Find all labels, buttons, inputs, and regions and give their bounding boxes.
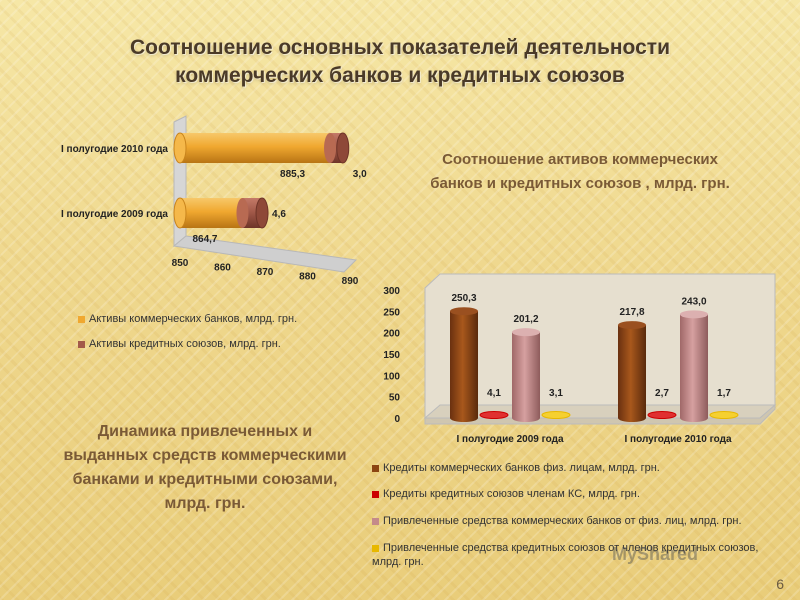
funds-y-tick-label: 250 (383, 307, 400, 318)
legend-item-credits-banks: Кредиты коммерческих банков физ. лицам, … (372, 462, 660, 474)
attracted-banks-bar (680, 314, 708, 418)
credits-banks-value-label: 250,3 (451, 293, 476, 304)
credits-unions-bar (647, 411, 677, 419)
credits-unions-bar (479, 411, 509, 419)
assets-category-label: I полугодие 2010 года (61, 144, 168, 155)
assets-banks-bar-cap (173, 132, 187, 164)
assets-legend: Активы коммерческих банков, млрд. грн. А… (78, 313, 378, 353)
assets-x-tick-label: 870 (257, 267, 274, 278)
assets-unions-bar-end (255, 197, 269, 229)
legend-swatch (372, 490, 379, 498)
assets-unions-value-label: 4,6 (272, 209, 286, 220)
legend-item-attracted-banks: Привлеченные средства коммерческих банко… (372, 515, 742, 527)
attracted-banks-bar-base (680, 414, 708, 422)
funds-category-label: I полугодие 2010 года (624, 434, 731, 445)
funds-y-tick-label: 300 (383, 286, 400, 297)
attracted-banks-bar-base (512, 414, 540, 422)
assets-banks-bar (180, 198, 243, 228)
attracted-banks-value-label: 201,2 (513, 314, 538, 325)
legend-swatch (372, 517, 379, 525)
funds-caption-line-1: Динамика привлеченных и (97, 423, 313, 440)
assets-unions-bar-joint (236, 198, 249, 228)
assets-banks-value-label: 885,3 (280, 169, 305, 180)
attracted-unions-bar (709, 411, 739, 419)
page-title-line-1: Соотношение основных показателей деятель… (129, 36, 670, 59)
funds-caption-line-3: банками и кредитными союзами, (72, 471, 338, 488)
legend-item-attracted-unions: Привлеченные средства кредитных союзов о… (372, 541, 772, 569)
attracted-banks-value-label: 243,0 (681, 296, 706, 307)
funds-legend: Кредиты коммерческих банков физ. лицам, … (372, 462, 792, 582)
attracted-unions-value-label: 3,1 (549, 388, 563, 399)
funds-y-tick-label: 200 (383, 329, 400, 340)
legend-swatch (372, 464, 379, 472)
legend-label: Кредиты коммерческих банков физ. лицам, … (383, 462, 660, 474)
credits-unions-value-label: 2,7 (655, 388, 669, 399)
assets-banks-bar (180, 133, 331, 163)
legend-label: Привлеченные средства кредитных союзов о… (372, 542, 759, 568)
legend-item-assets-unions: Активы кредитных союзов, млрд. грн. (78, 338, 281, 350)
legend-swatch (78, 340, 85, 348)
credits-banks-value-label: 217,8 (619, 307, 644, 318)
legend-swatch (78, 315, 85, 323)
funds-bar-chart: 0 50 100 150 200 250 300 250,3 4,1 201,2 3,1 217,8… (383, 273, 777, 445)
credits-banks-bar-cap (618, 321, 646, 330)
assets-caption-line-2: банков и кредитных союзов , млрд. грн. (430, 175, 730, 192)
credits-banks-bar (450, 311, 478, 418)
assets-unions-value-label: 3,0 (353, 169, 367, 180)
credits-banks-bar (618, 325, 646, 418)
legend-item-credits-unions: Кредиты кредитных союзов членам КС, млрд… (372, 488, 640, 500)
page-title: Соотношение основных показателей деятель… (0, 34, 800, 90)
funds-y-tick-label: 0 (394, 414, 400, 425)
attracted-unions-value-label: 1,7 (717, 388, 731, 399)
funds-y-tick-label: 100 (383, 371, 400, 382)
watermark: MyShared (612, 544, 699, 564)
legend-item-assets-banks: Активы коммерческих банков, млрд. грн. (78, 313, 297, 325)
assets-x-tick-label: 890 (342, 276, 359, 287)
attracted-banks-bar-cap (680, 310, 708, 319)
funds-chart-caption: Динамика привлеченных и выданных средств… (40, 420, 370, 516)
credits-banks-bar-cap (450, 307, 478, 316)
assets-chart-caption: Соотношение активов коммерческих банков … (395, 148, 765, 196)
assets-bar-chart: 864,7 4,6 885,3 3,0 850 860 870 880 890 I полуг… (61, 115, 367, 287)
legend-swatch (372, 544, 379, 552)
credits-banks-bar-base (618, 414, 646, 422)
assets-unions-bar-end (336, 132, 350, 164)
page-title-line-2: коммерческих банков и кредитных союзов (175, 64, 625, 87)
assets-unions-bar-joint (324, 133, 337, 163)
legend-label: Привлеченные средства коммерческих банко… (383, 515, 742, 527)
assets-caption-line-1: Соотношение активов коммерческих (442, 151, 718, 168)
legend-label: Кредиты кредитных союзов членам КС, млрд… (383, 488, 640, 500)
legend-label: Активы коммерческих банков, млрд. грн. (89, 313, 298, 325)
funds-caption-line-2: выданных средств коммерческими (63, 447, 347, 464)
legend-label: Активы кредитных союзов, млрд. грн. (89, 338, 281, 350)
funds-category-label: I полугодие 2009 года (456, 434, 563, 445)
assets-category-label: I полугодие 2009 года (61, 209, 168, 220)
assets-x-tick-label: 860 (214, 263, 231, 274)
attracted-unions-bar (541, 411, 571, 419)
attracted-banks-bar (512, 332, 540, 418)
assets-x-tick-label: 850 (172, 258, 189, 269)
assets-banks-value-label: 864,7 (192, 234, 217, 245)
assets-banks-bar-cap (173, 197, 187, 229)
credits-unions-value-label: 4,1 (487, 388, 501, 399)
assets-x-tick-label: 880 (299, 272, 316, 283)
funds-y-tick-label: 50 (389, 393, 401, 404)
attracted-banks-bar-cap (512, 328, 540, 337)
funds-y-tick-label: 150 (383, 350, 400, 361)
page-number: 6 (776, 576, 784, 592)
credits-banks-bar-base (450, 414, 478, 422)
funds-caption-line-4: млрд. грн. (164, 495, 246, 512)
